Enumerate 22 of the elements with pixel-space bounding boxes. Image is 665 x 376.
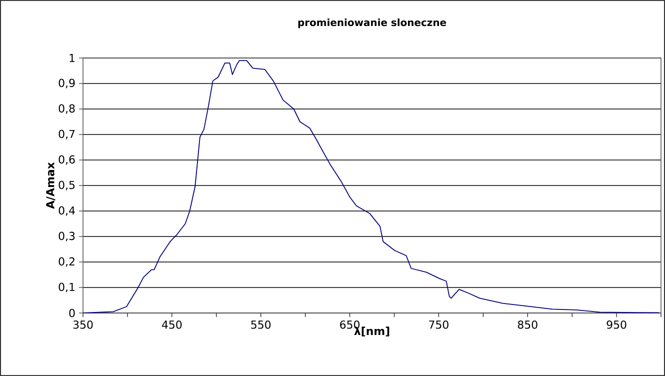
x-tick-label: 750 (429, 320, 448, 329)
y-tick-label: 0,2 (58, 257, 74, 267)
y-tick-label: 0,6 (58, 155, 75, 165)
y-tick-label: 0,3 (58, 232, 75, 242)
x-tick-label: 850 (518, 320, 538, 329)
y-tick-label: 1 (70, 54, 74, 62)
x-axis-title: λ[nm] (354, 326, 390, 336)
y-tick-label: 0,8 (58, 104, 75, 114)
x-tick-label: 450 (162, 320, 182, 329)
x-tick-label: 350 (73, 320, 93, 329)
chart-title: promieniowanie sloneczne (298, 18, 446, 28)
y-tick-label: 0,1 (58, 282, 74, 292)
x-tick-label: 950 (606, 320, 626, 329)
line-series (83, 60, 660, 313)
y-tick-label: 0,5 (58, 180, 75, 190)
x-tick-label: 650 (340, 320, 360, 329)
y-tick-label: 0 (69, 308, 75, 318)
y-tick-label: 0,9 (58, 78, 75, 88)
y-tick-label: 0,4 (58, 206, 75, 216)
y-tick-label: 0,7 (58, 130, 75, 140)
y-axis-title: A/Amax (46, 162, 56, 209)
x-tick-label: 550 (251, 320, 271, 329)
